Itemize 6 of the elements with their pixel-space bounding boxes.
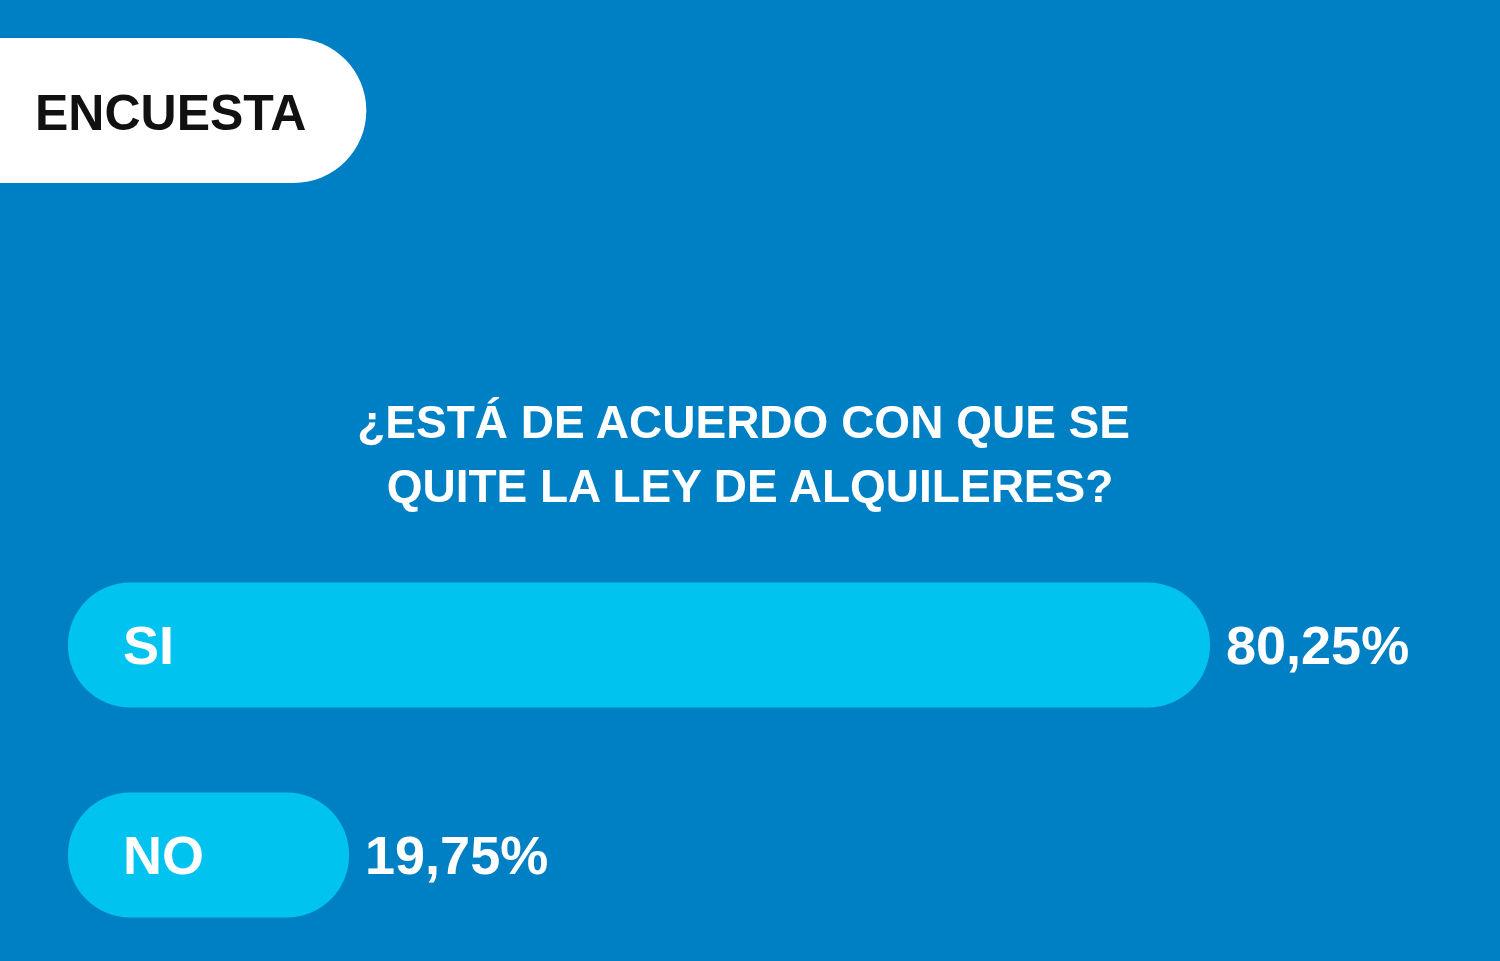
chart-title: ENCUESTA (35, 85, 307, 141)
y-tick-label: SI (123, 615, 175, 675)
data-label: 80,25% (1226, 615, 1410, 675)
chart-subtitle: ¿ESTÁ DE ACUERDO CON QUE SE QUITE LA LEY DE ALQUILERES? (357, 396, 1143, 512)
data-label: 19,75% (365, 825, 549, 885)
y-tick-label: NO (123, 825, 204, 885)
